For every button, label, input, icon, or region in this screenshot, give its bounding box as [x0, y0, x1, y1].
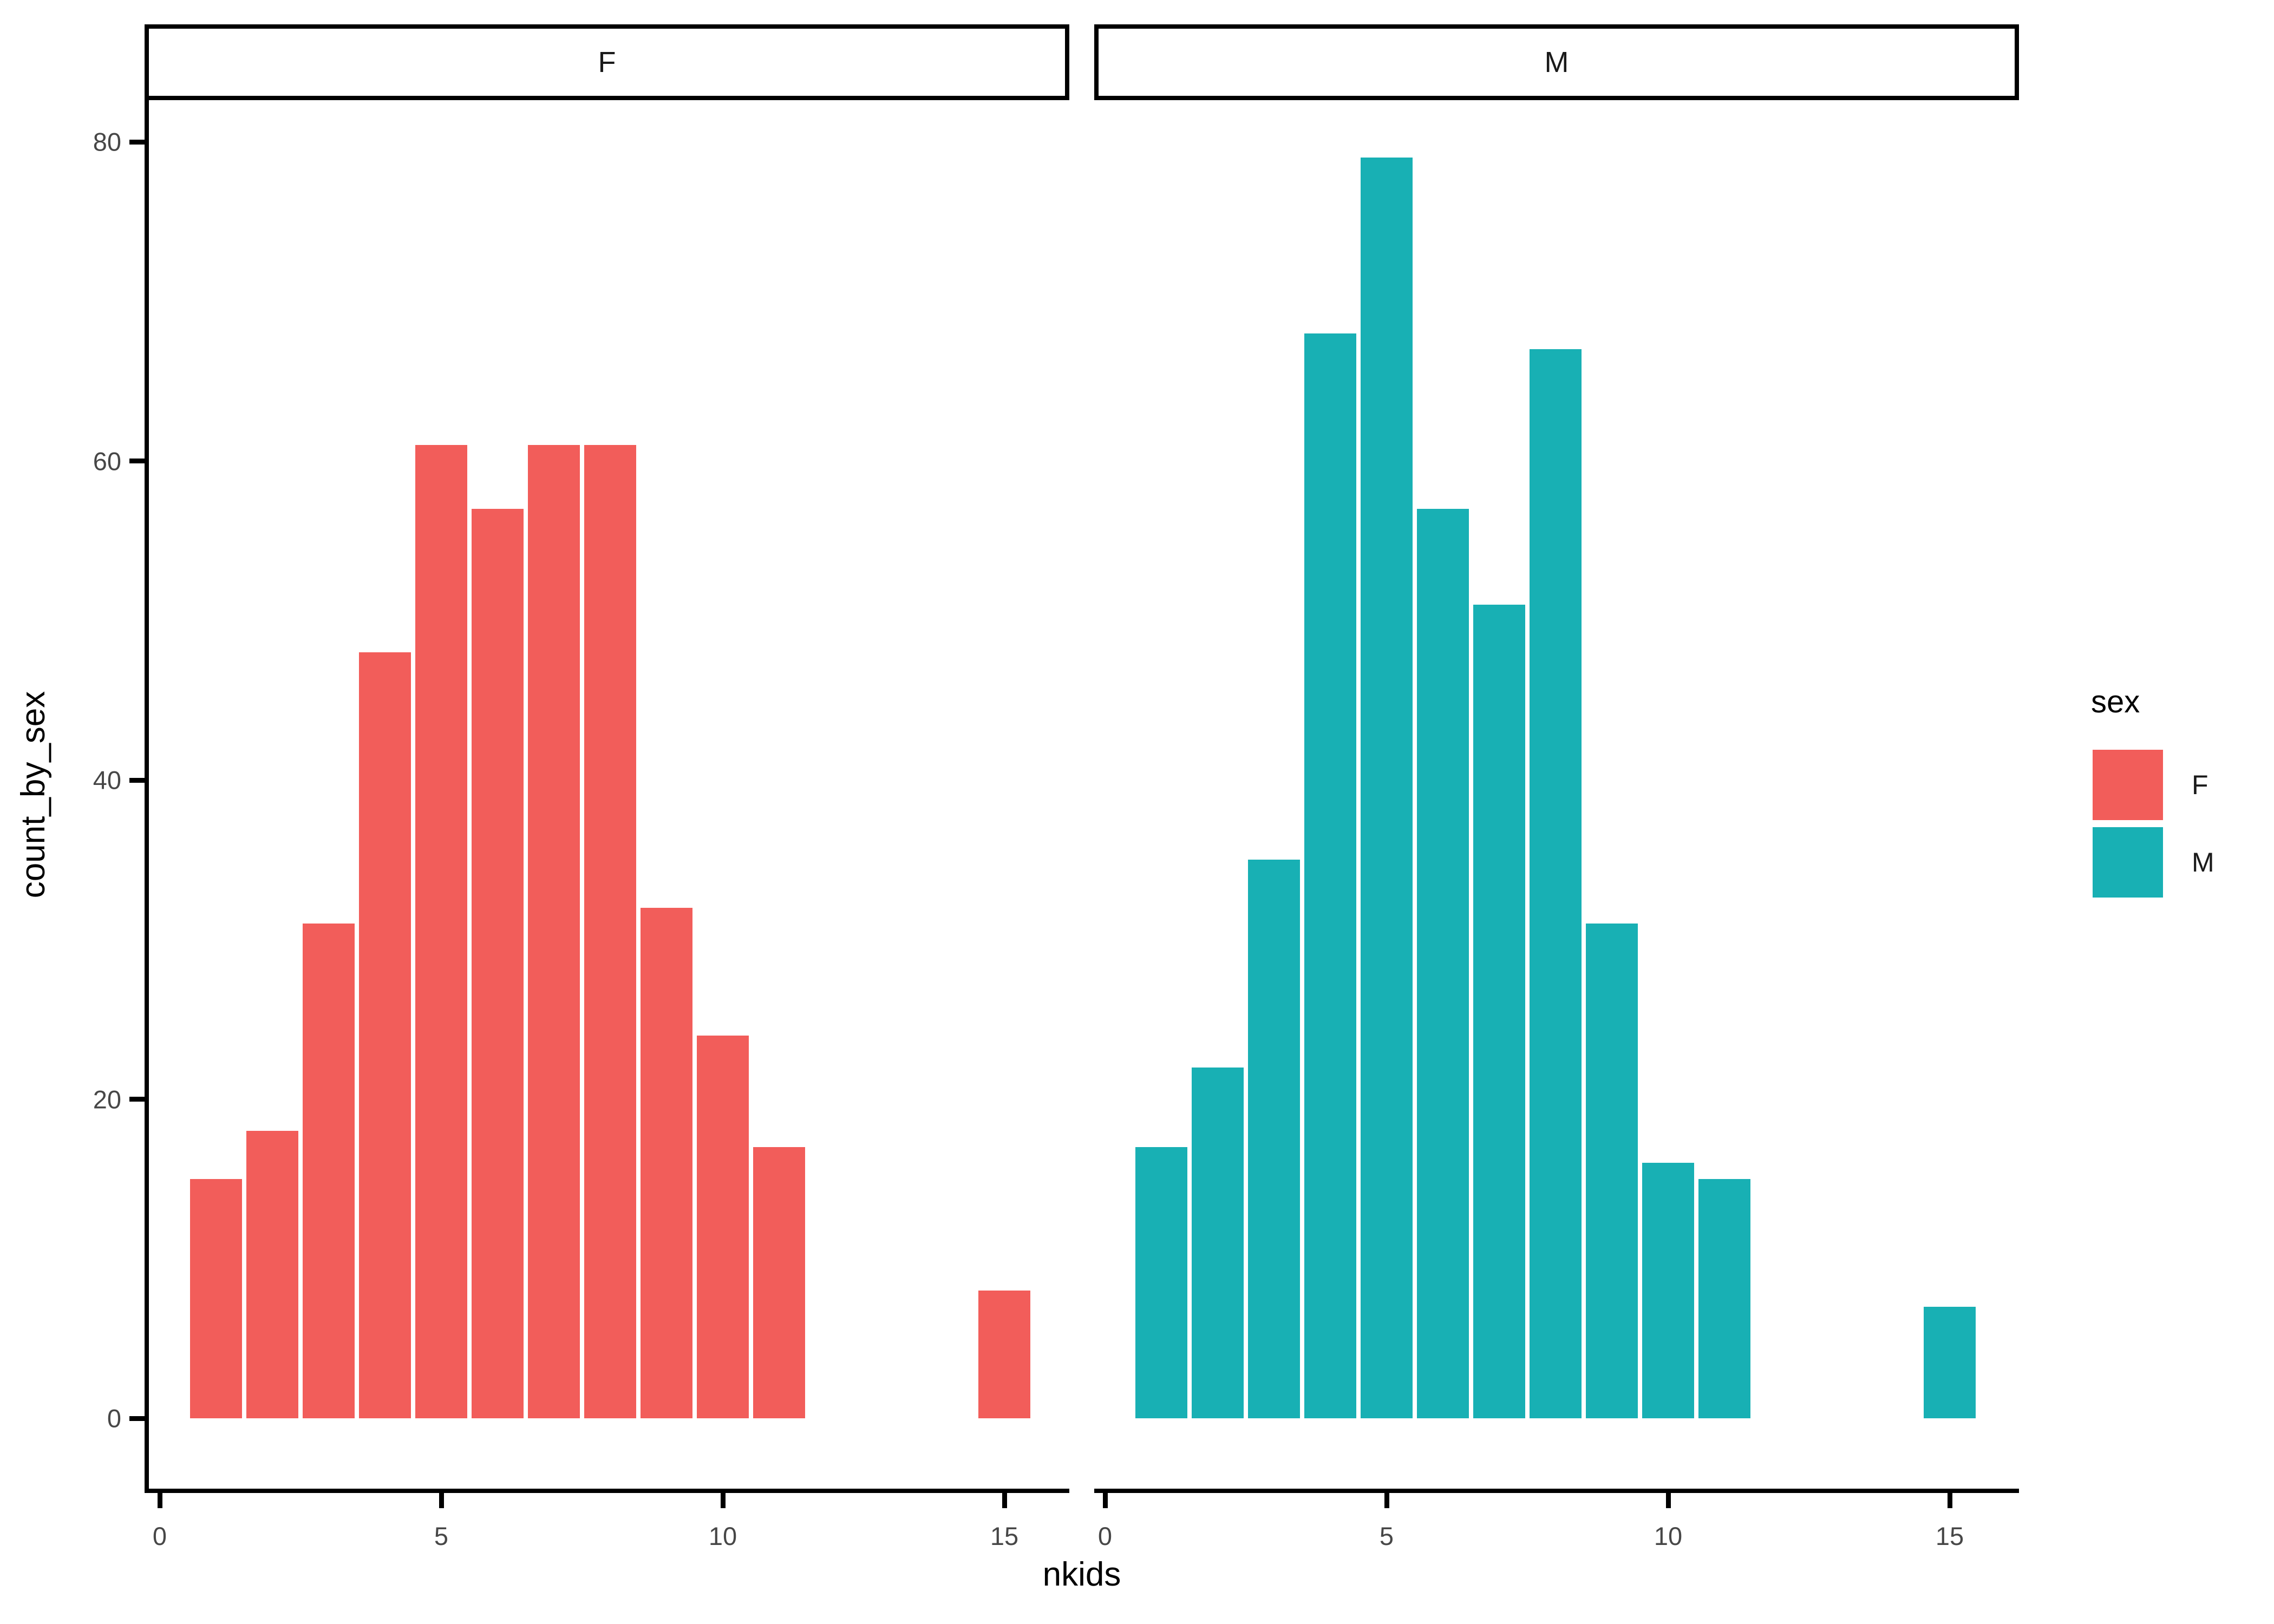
x-tick-label-m-10: 10: [1654, 1522, 1683, 1550]
y-tick-20: [129, 1097, 145, 1102]
x-tick-label-m-15: 15: [1935, 1522, 1964, 1550]
histogram-bar-m-2: [1192, 1067, 1244, 1418]
histogram-bar-f-4: [359, 652, 411, 1418]
x-tick-label-f-0: 0: [152, 1522, 167, 1550]
histogram-bar-m-1: [1135, 1147, 1187, 1418]
x-tick-label-m-0: 0: [1097, 1522, 1113, 1550]
y-tick-label-20: 20: [93, 1085, 121, 1114]
facet-strip-label-f: F: [598, 46, 616, 78]
histogram-bar-m-6: [1417, 508, 1469, 1418]
histogram-bar-f-3: [303, 924, 355, 1418]
histogram-bar-f-6: [472, 508, 524, 1418]
histogram-bar-m-5: [1361, 158, 1413, 1418]
histogram-bar-m-4: [1304, 333, 1356, 1418]
y-axis-line: [145, 100, 149, 1493]
facet-strip-f: F: [145, 24, 1069, 100]
x-tick-m-10: [1665, 1493, 1671, 1508]
histogram-bar-m-10: [1642, 1163, 1694, 1418]
x-tick-label-f-5: 5: [434, 1522, 449, 1550]
histogram-bar-f-11: [753, 1147, 805, 1418]
histogram-bar-f-7: [528, 445, 580, 1418]
x-tick-m-5: [1384, 1493, 1389, 1508]
x-axis-title: nkids: [1042, 1556, 1121, 1593]
y-tick-label-80: 80: [93, 127, 121, 156]
histogram-bar-f-2: [246, 1131, 298, 1418]
legend-key-f: [2093, 750, 2163, 820]
histogram-panel-f: [149, 100, 1069, 1489]
y-tick-label-0: 0: [107, 1404, 121, 1433]
histogram-bar-m-11: [1698, 1178, 1750, 1418]
y-tick-80: [129, 139, 145, 145]
legend-label-f: F: [2192, 770, 2208, 800]
x-tick-label-f-10: 10: [708, 1522, 737, 1550]
x-tick-f-5: [439, 1493, 444, 1508]
facet-strip-m: M: [1094, 24, 2019, 100]
x-axis-line-f: [145, 1489, 1069, 1493]
x-tick-f-15: [1002, 1493, 1007, 1508]
y-tick-label-40: 40: [93, 765, 121, 795]
histogram-bar-f-15: [978, 1291, 1030, 1418]
histogram-bar-f-9: [641, 907, 692, 1418]
x-axis-line-m: [1094, 1489, 2019, 1493]
legend-label-m: M: [2192, 847, 2214, 878]
histogram-bar-f-8: [584, 445, 636, 1418]
histogram-bar-m-7: [1473, 604, 1525, 1418]
x-tick-label-m-5: 5: [1379, 1522, 1394, 1550]
x-tick-m-0: [1102, 1493, 1108, 1508]
histogram-bar-f-1: [190, 1178, 242, 1418]
histogram-panel-m: [1094, 100, 2015, 1489]
histogram-bar-m-3: [1248, 860, 1300, 1418]
x-tick-m-15: [1947, 1493, 1952, 1508]
legend-key-m: [2093, 827, 2163, 898]
facet-strip-label-m: M: [1544, 46, 1569, 78]
histogram-bar-f-10: [697, 1035, 749, 1418]
histogram-bar-f-5: [415, 445, 467, 1418]
y-axis-title: count_by_sex: [15, 691, 52, 898]
x-tick-f-0: [157, 1493, 162, 1508]
x-tick-f-10: [720, 1493, 726, 1508]
legend-title: sex: [2091, 684, 2140, 719]
histogram-bar-m-9: [1586, 924, 1638, 1418]
y-tick-60: [129, 459, 145, 463]
histogram-bar-m-15: [1924, 1306, 1976, 1418]
histogram-bar-m-8: [1530, 349, 1582, 1418]
x-tick-label-f-15: 15: [990, 1522, 1019, 1550]
y-tick-label-60: 60: [93, 447, 121, 475]
y-tick-40: [129, 777, 145, 783]
y-tick-0: [129, 1416, 145, 1421]
